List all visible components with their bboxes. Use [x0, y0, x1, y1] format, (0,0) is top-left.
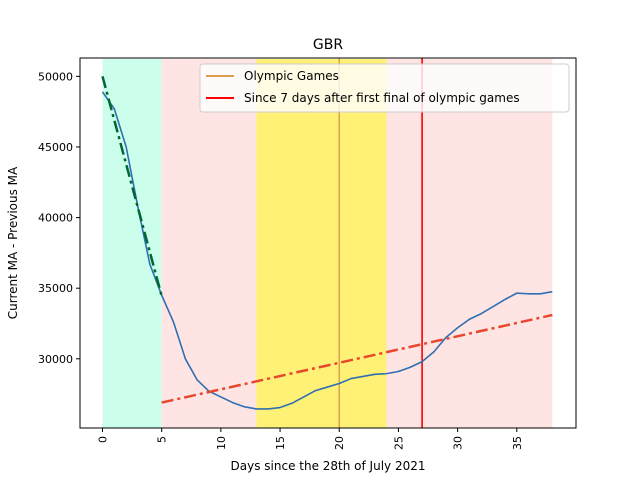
vertical-lines [338, 58, 423, 428]
y-tick-label: 50000 [38, 70, 73, 83]
series-line-0 [101, 91, 553, 410]
x-tick-label: 15 [274, 436, 287, 450]
x-axis-label: Days since the 28th of July 2021 [231, 459, 426, 473]
x-tick-label: 5 [156, 436, 169, 443]
x-tick-label: 35 [511, 436, 524, 450]
y-axis-label: Current MA - Previous MA [6, 166, 20, 319]
y-tick-label: 30000 [38, 353, 73, 366]
legend-label-1: Since 7 days after first final of olympi… [244, 91, 520, 105]
x-tick-label: 20 [333, 436, 346, 450]
shaded-region-1 [161, 59, 257, 428]
chart-title: GBR [313, 37, 343, 53]
x-tick-label: 25 [392, 436, 405, 450]
shaded-region-0 [102, 59, 162, 428]
shaded-region-3 [386, 59, 553, 428]
shaded-regions [102, 59, 553, 428]
series-line-1 [101, 76, 163, 297]
y-tick-label: 40000 [38, 212, 73, 225]
x-tick-label: 30 [452, 436, 465, 450]
legend: Olympic Games Since 7 days after first fi… [199, 63, 570, 113]
plot-frame [79, 57, 577, 429]
x-axis-ticks: 0 5 10 15 20 25 30 35 [96, 428, 524, 450]
shaded-region-2 [256, 59, 387, 428]
series-layer [101, 76, 553, 410]
y-tick-label: 45000 [38, 141, 73, 154]
legend-box [199, 63, 570, 113]
legend-label-0: Olympic Games [244, 69, 339, 83]
x-tick-label: 10 [215, 436, 228, 450]
y-axis-ticks: 30000 35000 40000 45000 50000 [38, 70, 80, 366]
x-tick-label: 0 [96, 436, 109, 443]
series-line-2 [161, 313, 553, 404]
y-tick-label: 35000 [38, 282, 73, 295]
